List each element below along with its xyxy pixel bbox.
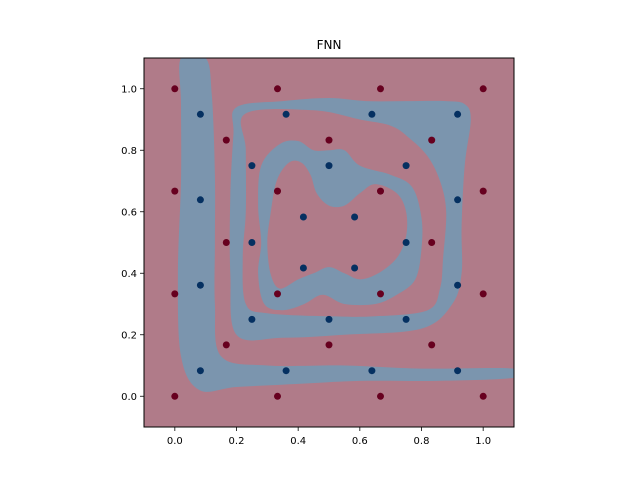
y-tick-label: 0.4 — [121, 269, 137, 280]
class-1-region — [177, 58, 514, 392]
x-tick-label: 0.8 — [414, 436, 430, 447]
data-point-class-0 — [274, 187, 281, 195]
data-point-class-1 — [454, 196, 462, 204]
data-point-class-0 — [377, 290, 384, 298]
data-point-class-0 — [171, 85, 179, 93]
data-point-class-0 — [479, 392, 487, 400]
data-point-class-0 — [222, 341, 230, 349]
data-point-class-0 — [325, 341, 333, 349]
data-point-class-1 — [248, 239, 256, 246]
data-point-class-1 — [299, 264, 307, 272]
data-point-class-1 — [368, 367, 376, 375]
data-point-class-1 — [299, 213, 307, 221]
data-point-class-0 — [171, 392, 179, 400]
x-tick-label: 0.4 — [290, 436, 306, 447]
data-point-class-0 — [377, 187, 384, 195]
data-point-class-1 — [325, 162, 333, 170]
data-point-class-1 — [248, 162, 256, 170]
data-point-class-1 — [196, 367, 204, 375]
x-tick-label: 1.0 — [475, 436, 491, 447]
data-point-class-0 — [274, 290, 281, 298]
data-point-class-0 — [479, 290, 487, 298]
scatter-points — [171, 85, 487, 400]
plot-area — [144, 58, 514, 427]
chart-title: FNN — [317, 38, 342, 52]
y-tick-label: 0.0 — [121, 392, 137, 403]
data-point-class-0 — [171, 290, 179, 298]
data-point-class-1 — [196, 281, 204, 289]
data-point-class-0 — [171, 187, 179, 195]
data-point-class-0 — [377, 392, 384, 400]
y-tick-label: 1.0 — [121, 84, 137, 95]
data-point-class-1 — [454, 110, 462, 118]
data-point-class-1 — [402, 239, 410, 246]
data-point-class-1 — [282, 110, 290, 118]
data-point-class-1 — [402, 315, 410, 323]
data-point-class-1 — [454, 281, 462, 289]
y-tick-label: 0.6 — [121, 207, 137, 218]
y-tick-label: 0.2 — [121, 330, 137, 341]
axes-frame — [143, 57, 515, 428]
data-point-class-0 — [274, 392, 281, 400]
y-tick-label: 0.8 — [121, 146, 137, 157]
data-point-class-1 — [402, 162, 410, 170]
data-point-class-1 — [368, 110, 376, 118]
data-point-class-0 — [428, 136, 436, 144]
x-tick-label: 0.2 — [229, 436, 245, 447]
data-point-class-0 — [222, 136, 230, 144]
x-tick-label: 0.0 — [167, 436, 183, 447]
data-point-class-1 — [454, 367, 462, 375]
y-axis-ticks: 0.0 0.2 0.4 0.6 0.8 1.0 — [121, 84, 144, 403]
decision-regions — [177, 58, 514, 392]
data-point-class-1 — [196, 196, 204, 204]
data-point-class-0 — [325, 136, 333, 144]
data-point-class-1 — [351, 264, 359, 272]
data-point-class-1 — [351, 213, 359, 221]
class-0-region — [267, 160, 408, 289]
data-point-class-0 — [377, 85, 384, 93]
data-point-class-1 — [196, 110, 204, 118]
data-point-class-1 — [325, 315, 333, 323]
data-point-class-0 — [479, 85, 487, 93]
data-point-class-0 — [428, 239, 436, 246]
data-point-class-0 — [479, 187, 487, 195]
x-axis-ticks: 0.0 0.2 0.4 0.6 0.8 1.0 — [167, 427, 491, 447]
data-point-class-1 — [248, 315, 256, 323]
data-point-class-0 — [428, 341, 436, 349]
data-point-class-1 — [282, 367, 290, 375]
x-tick-label: 0.6 — [352, 436, 368, 447]
data-point-class-0 — [222, 239, 230, 246]
data-point-class-0 — [274, 85, 281, 93]
